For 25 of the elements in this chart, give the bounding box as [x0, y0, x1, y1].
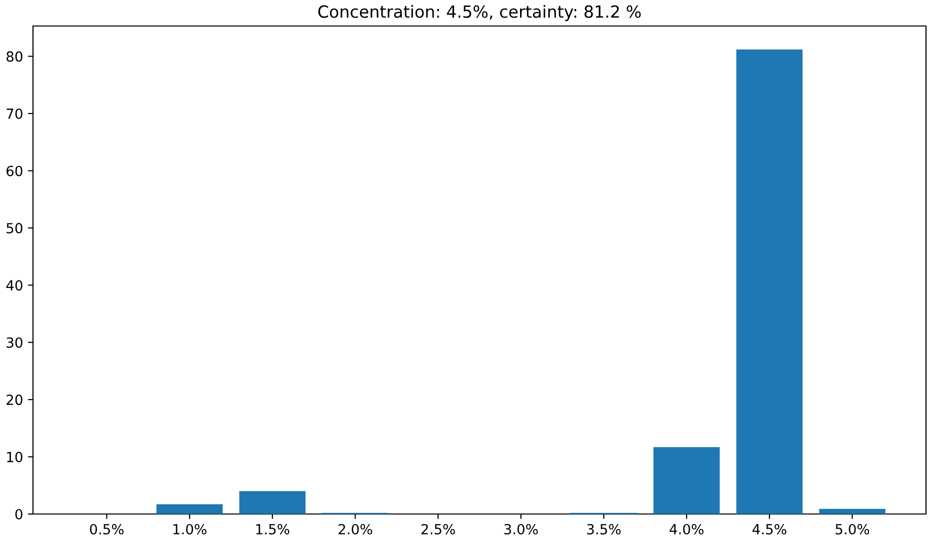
chart-title: Concentration: 4.5%, certainty: 81.2 % [318, 5, 641, 22]
x-tick-label: 5.0% [836, 524, 870, 534]
x-tick-label: 3.5% [587, 524, 621, 534]
bar [239, 491, 306, 514]
bar [736, 49, 803, 514]
bar [819, 508, 886, 514]
x-tick-label: 2.0% [338, 524, 372, 534]
x-tick-label: 1.5% [256, 524, 290, 534]
y-tick-label: 70 [6, 108, 22, 120]
x-tick-label: 0.5% [90, 524, 124, 534]
bar [156, 504, 223, 514]
x-tick-label: 4.0% [670, 524, 704, 534]
y-tick-label: 10 [7, 452, 22, 462]
x-tick-label: 1.0% [173, 524, 206, 534]
y-tick-label: 30 [6, 337, 22, 348]
y-tick-label: 80 [6, 51, 22, 62]
y-tick-label: 40 [6, 280, 22, 291]
x-tick-label: 3.0% [504, 524, 538, 534]
bar [653, 447, 720, 514]
x-tick-label: 2.5% [421, 524, 455, 534]
y-tick-label: 0 [15, 508, 22, 520]
y-tick-label: 60 [6, 166, 22, 176]
y-tick-label: 20 [6, 394, 22, 406]
x-tick-label: 4.5% [752, 524, 786, 534]
y-tick-label: 50 [6, 222, 22, 234]
